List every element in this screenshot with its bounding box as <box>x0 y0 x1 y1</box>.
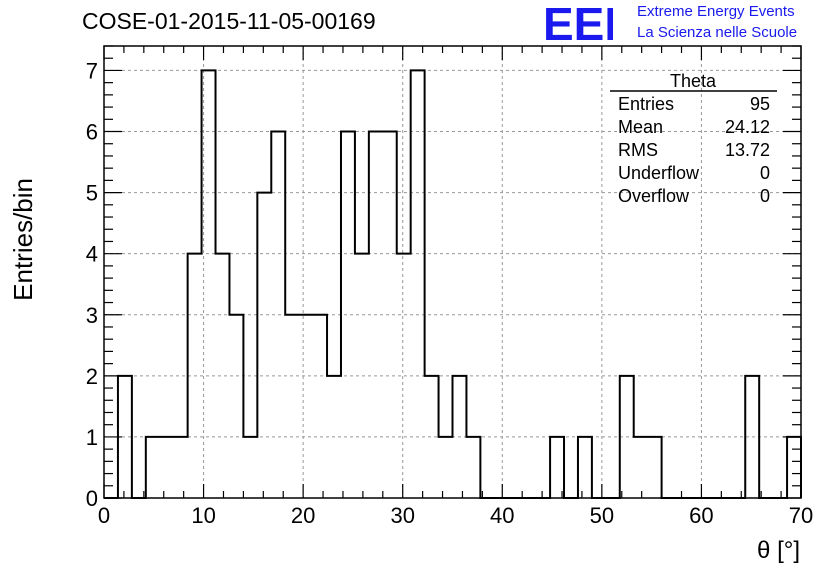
logo-mark: EEE <box>543 0 613 44</box>
histogram-bin <box>174 437 188 498</box>
y-tick-labels: 0 1 2 3 4 5 6 7 <box>86 58 98 511</box>
stats-row-label: Entries <box>618 94 674 114</box>
histogram-bin <box>411 70 425 498</box>
stats-rows: Entries 95 Mean 24.12 RMS 13.72 Underflow 0 Over… <box>618 94 770 206</box>
stats-row-value: 13.72 <box>725 140 770 160</box>
histogram-bin <box>313 315 327 498</box>
y-tick-label: 2 <box>86 364 98 389</box>
histogram-bin <box>285 315 299 498</box>
histogram-bin <box>299 315 313 498</box>
x-tick-label: 30 <box>390 503 414 528</box>
histogram-bin <box>578 437 592 498</box>
stats-row-value: 95 <box>750 94 770 114</box>
x-tick-label: 0 <box>98 503 110 528</box>
stats-title: Theta <box>670 71 717 91</box>
histogram-bin <box>146 437 160 498</box>
stats-row-label: Overflow <box>618 186 690 206</box>
histogram-bin <box>202 70 216 498</box>
x-tick-label: 40 <box>490 503 514 528</box>
page-title: COSE-01-2015-11-05-00169 <box>82 8 376 34</box>
plot-frame <box>103 45 802 499</box>
x-axis-label: θ [°] <box>757 537 800 564</box>
x-tick-label: 60 <box>689 503 713 528</box>
stats-row-value: 0 <box>760 186 770 206</box>
eee-logo: EEE <box>543 0 613 44</box>
stats-row-value: 0 <box>760 163 770 183</box>
x-tick-label: 70 <box>789 503 813 528</box>
histogram-bin <box>439 437 453 498</box>
stats-row-label: RMS <box>618 140 658 160</box>
histogram-bin <box>787 437 801 498</box>
histogram-outline <box>104 69 802 499</box>
y-axis-label: Entries/bin <box>8 178 38 301</box>
histogram-bin <box>229 315 243 498</box>
histogram-bins <box>118 70 801 498</box>
logo-line-2: La Scienza nelle Scuole <box>637 24 798 41</box>
histogram-bin <box>550 437 564 498</box>
axis-ticks <box>103 45 802 499</box>
histogram-bin <box>466 437 480 498</box>
x-tick-label: 50 <box>590 503 614 528</box>
stats-row-value: 24.12 <box>725 117 770 137</box>
stats-box: Theta Entries 95 Mean 24.12 RMS 13.72 Underflo… <box>610 71 777 206</box>
y-tick-label: 4 <box>86 242 98 267</box>
x-tick-labels: 0 10 20 30 40 50 60 70 <box>98 503 813 528</box>
x-tick-label: 20 <box>291 503 315 528</box>
y-tick-label: 6 <box>86 120 98 145</box>
logo-line-1: Extreme Energy Events <box>637 3 795 20</box>
x-tick-label: 10 <box>191 503 215 528</box>
histogram-bin <box>160 437 174 498</box>
y-tick-label: 7 <box>86 58 98 83</box>
stats-row-label: Mean <box>618 117 663 137</box>
histogram-bin <box>216 254 230 498</box>
y-tick-label: 5 <box>86 181 98 206</box>
y-tick-label: 0 <box>86 486 98 511</box>
histogram-bin <box>243 437 257 498</box>
stats-row-label: Underflow <box>618 163 700 183</box>
y-tick-label: 1 <box>86 425 98 450</box>
y-tick-label: 3 <box>86 303 98 328</box>
histogram-bin <box>257 193 271 498</box>
histogram-bin <box>634 437 648 498</box>
histogram-bin <box>648 437 662 498</box>
